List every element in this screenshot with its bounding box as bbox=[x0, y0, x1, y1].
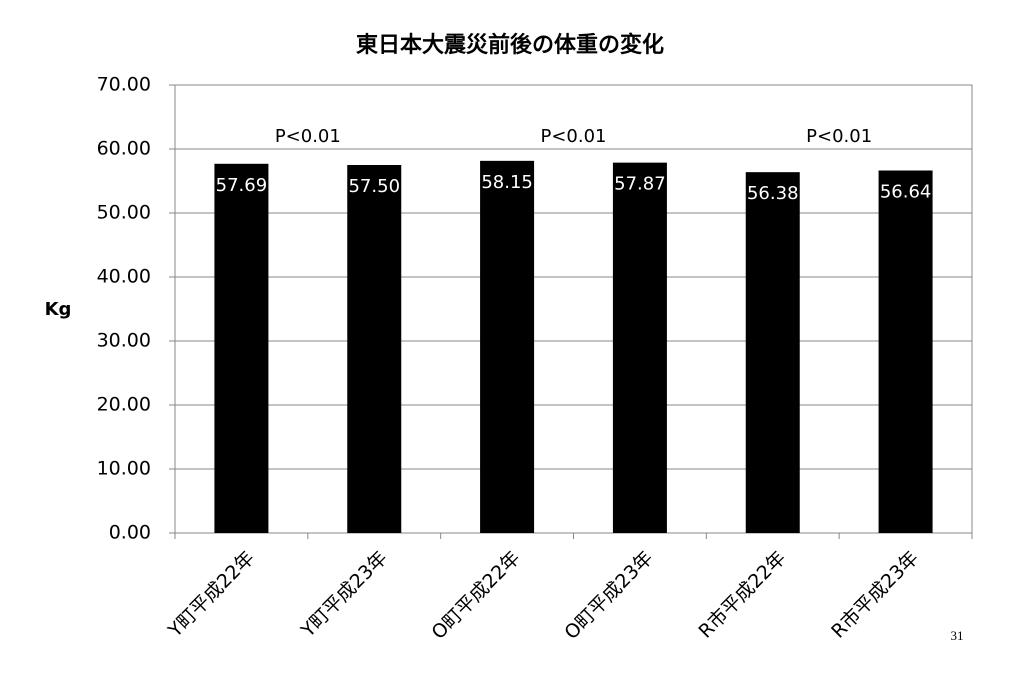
page-number: 31 bbox=[951, 628, 964, 643]
bar bbox=[480, 160, 535, 533]
bar bbox=[612, 162, 667, 533]
bar bbox=[745, 172, 800, 533]
value-label: 56.64 bbox=[880, 182, 932, 203]
bar bbox=[214, 163, 269, 533]
value-label: 56.38 bbox=[747, 183, 799, 204]
value-label: 57.69 bbox=[216, 175, 268, 196]
x-tick-label: R市平成23年 bbox=[827, 547, 923, 643]
value-label: 57.50 bbox=[348, 176, 400, 197]
value-label: 58.15 bbox=[481, 172, 533, 193]
annotation: P<0.01 bbox=[275, 126, 341, 147]
y-tick-label: 0.00 bbox=[109, 522, 151, 544]
y-tick-label: 20.00 bbox=[97, 394, 151, 416]
x-tick-label: R市平成22年 bbox=[694, 547, 790, 643]
y-tick-label: 10.00 bbox=[97, 458, 151, 480]
y-tick-label: 70.00 bbox=[97, 74, 151, 96]
y-tick-label: 30.00 bbox=[97, 330, 151, 352]
annotation: P<0.01 bbox=[806, 126, 872, 147]
y-tick-label: 60.00 bbox=[97, 138, 151, 160]
chart-title: 東日本大震災前後の体重の変化 bbox=[356, 32, 664, 58]
bar bbox=[878, 170, 933, 533]
y-axis-label: Kg bbox=[45, 299, 72, 320]
x-tick-label: Y町平成23年 bbox=[296, 547, 391, 642]
y-tick-label: 50.00 bbox=[97, 202, 151, 224]
value-label: 57.87 bbox=[614, 174, 666, 195]
bar bbox=[347, 165, 402, 533]
x-tick-label: O町平成22年 bbox=[428, 547, 525, 644]
y-tick-label: 40.00 bbox=[97, 266, 151, 288]
annotation: P<0.01 bbox=[540, 126, 606, 147]
plot-area bbox=[174, 84, 973, 534]
x-tick-label: Y町平成22年 bbox=[164, 547, 259, 642]
x-tick-label: O町平成23年 bbox=[560, 547, 657, 644]
